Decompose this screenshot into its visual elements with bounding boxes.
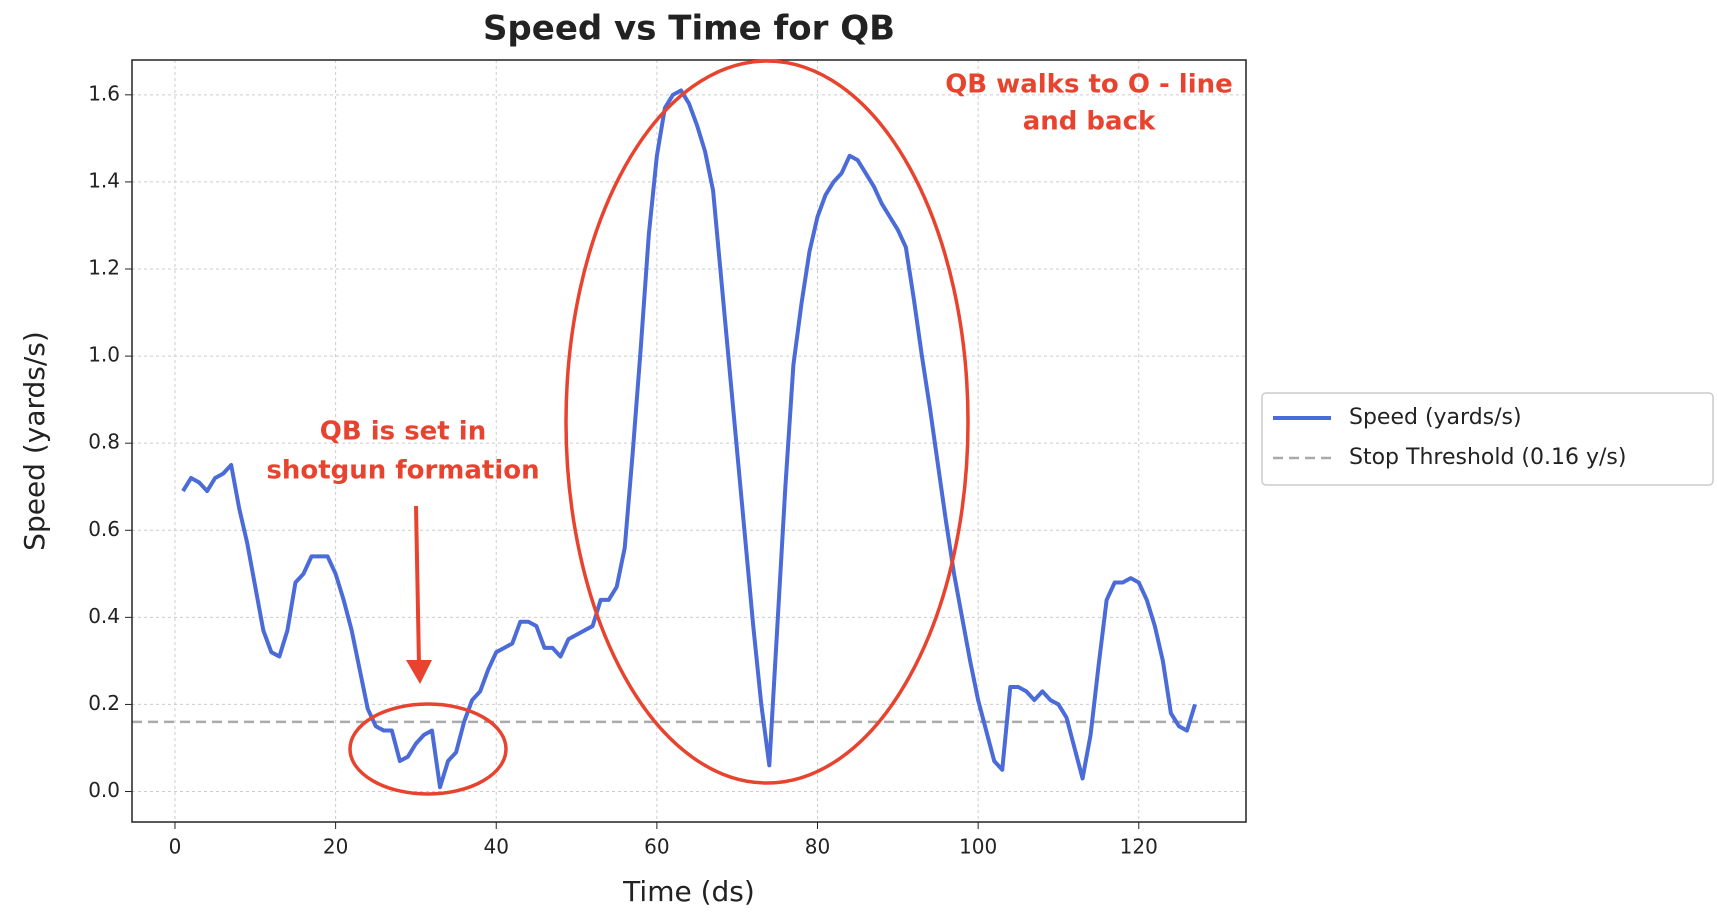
x-tick-label: 60: [644, 835, 669, 859]
y-tick-label: 0.2: [88, 691, 120, 715]
legend-label: Stop Threshold (0.16 y/s): [1349, 445, 1626, 470]
data-line: [181, 88, 1197, 790]
x-tick-label: 100: [959, 835, 997, 859]
x-tick-label: 120: [1120, 835, 1158, 859]
annotation-text: and back: [1023, 107, 1156, 137]
y-tick-label: 0.0: [88, 778, 120, 802]
legend-label: Speed (yards/s): [1349, 405, 1522, 430]
highlight-ellipse: [564, 59, 970, 785]
x-tick-label: 80: [805, 835, 830, 859]
y-tick-label: 0.6: [88, 517, 120, 541]
y-tick-label: 1.0: [88, 343, 120, 367]
plot-frame: [131, 59, 1247, 823]
x-tick-label: 0: [169, 835, 182, 859]
x-axis-label: Time (ds): [622, 875, 755, 908]
legend: Speed (yards/s) Stop Threshold (0.16 y/s): [1261, 392, 1714, 486]
y-axis-label: Speed (yards/s): [18, 331, 51, 551]
chart-title: Speed vs Time for QB: [483, 9, 895, 49]
y-tick-label: 1.6: [88, 81, 120, 105]
annotation-text: QB is set in: [320, 417, 486, 447]
arrow-head: [406, 660, 432, 684]
y-tick-label: 1.4: [88, 168, 120, 192]
highlight-ellipse: [348, 702, 508, 796]
y-tick-label: 0.8: [88, 430, 120, 454]
x-tick-label: 40: [484, 835, 509, 859]
y-tick-label: 0.4: [88, 604, 120, 628]
legend-box: [1261, 392, 1714, 486]
annotation-text: QB walks to O - line: [945, 70, 1233, 100]
x-tick-label: 20: [323, 835, 348, 859]
annotation-text: shotgun formation: [266, 456, 539, 486]
y-tick-label: 1.2: [88, 256, 120, 280]
arrow-shaft: [414, 505, 421, 666]
